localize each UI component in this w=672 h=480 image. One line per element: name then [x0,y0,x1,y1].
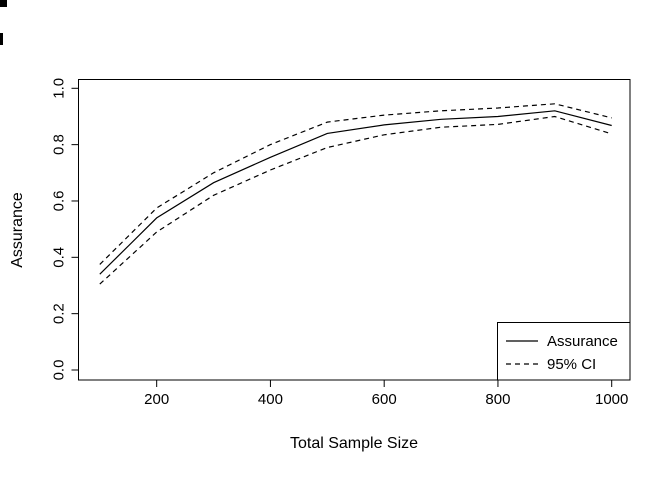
legend-label-assurance: Assurance [547,333,618,350]
y-tick-label: 0.4 [51,247,68,268]
series-line-95-ci-upper [99,103,612,265]
y-tick-label: 1.0 [51,78,68,99]
x-tick-label: 600 [372,391,397,408]
screen-artifact-edge [0,33,3,45]
x-axis: 200 400 600 800 1000 [144,380,628,408]
series-line-assurance [99,110,612,275]
y-tick-label: 0.2 [51,303,68,324]
y-tick-label: 0.0 [51,360,68,381]
legend-label-ci: 95% CI [547,356,596,373]
y-axis-title: Assurance [9,192,26,268]
series-line-95-ci-lower [99,115,612,285]
chart-series [99,103,612,285]
screen-artifact-corner [0,0,7,7]
y-axis: 0.0 0.2 0.4 0.6 0.8 1.0 [51,78,79,381]
x-tick-label: 400 [258,391,283,408]
x-tick-label: 800 [485,391,510,408]
x-tick-label: 1000 [595,391,628,408]
legend-border [497,322,631,381]
x-tick-label: 200 [144,391,169,408]
x-axis-title: Total Sample Size [290,435,418,452]
y-tick-label: 0.8 [51,134,68,155]
y-tick-label: 0.6 [51,191,68,212]
plot-area-border [78,79,631,381]
legend: Assurance 95% CI [497,322,631,381]
